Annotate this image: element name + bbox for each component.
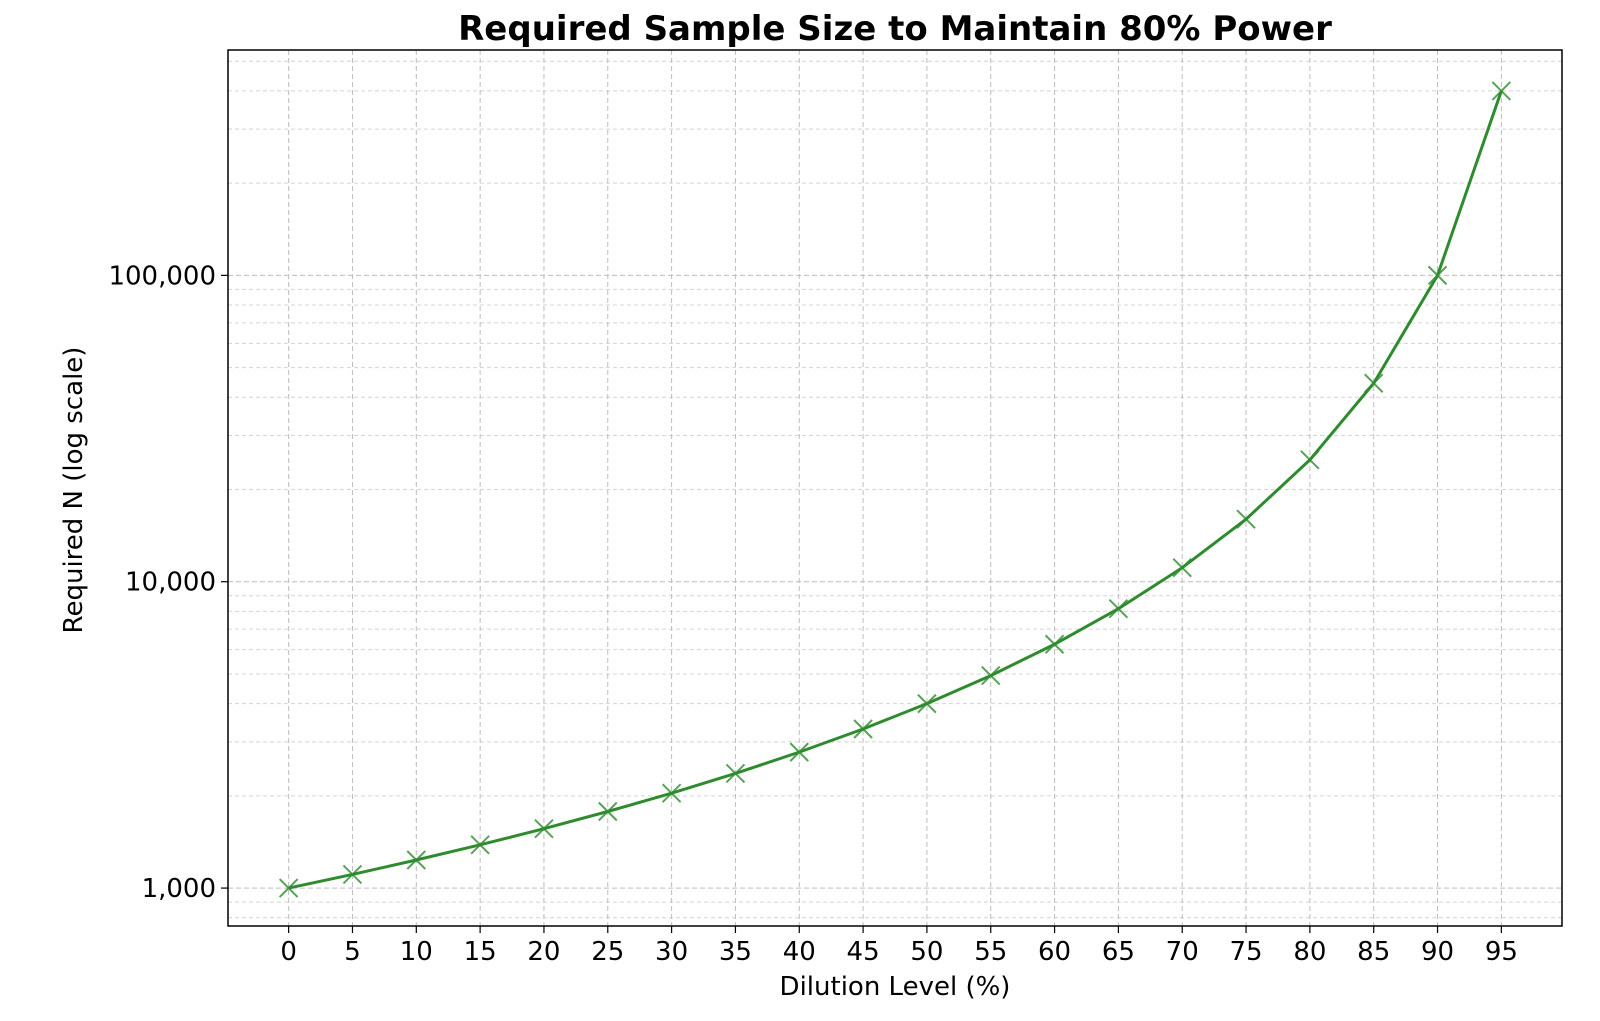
y-tick-label: 10,000 [125, 568, 216, 598]
marker [406, 850, 426, 870]
marker [981, 665, 1001, 686]
marker [1491, 81, 1512, 101]
x-tick-label: 20 [527, 937, 560, 967]
chart-title: Required Sample Size to Maintain 80% Pow… [458, 9, 1332, 49]
y-tick-label: 1,000 [142, 874, 216, 904]
marker [1236, 509, 1256, 529]
marker [917, 693, 937, 714]
marker [470, 835, 490, 855]
x-tick-label: 75 [1230, 937, 1263, 967]
x-tick-label: 90 [1421, 937, 1454, 967]
x-tick-label: 60 [1038, 937, 1071, 967]
plot-frame [227, 49, 1563, 927]
data-line [288, 90, 1503, 890]
marker [661, 783, 682, 803]
marker [725, 763, 746, 784]
x-tick-label: 30 [655, 937, 688, 967]
x-tick-label: 25 [591, 937, 624, 967]
marker [1172, 557, 1192, 578]
x-axis-label: Dilution Level (%) [780, 972, 1011, 1002]
marker [1427, 265, 1448, 286]
x-tick-label: 5 [344, 937, 361, 967]
x-tick-label: 65 [1102, 937, 1135, 967]
x-tick-label: 45 [847, 937, 880, 967]
x-tick-label: 35 [719, 937, 752, 967]
y-tick-label: 100,000 [108, 261, 216, 291]
marker [1108, 599, 1129, 619]
marker [342, 864, 363, 885]
marker [853, 719, 873, 739]
marker [598, 801, 618, 822]
x-tick-label: 80 [1293, 937, 1326, 967]
y-axis-label: Required N (log scale) [59, 347, 89, 634]
marker [534, 818, 554, 839]
x-tick-label: 10 [400, 937, 433, 967]
marker [789, 742, 809, 762]
x-tick-label: 95 [1485, 937, 1518, 967]
x-tick-label: 85 [1357, 937, 1390, 967]
marker [278, 878, 299, 898]
x-tick-label: 50 [910, 937, 943, 967]
x-tick-label: 15 [464, 937, 497, 967]
x-tick-label: 40 [783, 937, 816, 967]
marker [1364, 373, 1384, 393]
marker [1300, 450, 1320, 470]
x-tick-label: 70 [1166, 937, 1199, 967]
x-tick-label: 55 [974, 937, 1007, 967]
marker [1044, 634, 1065, 654]
x-tick-label: 0 [280, 937, 297, 967]
